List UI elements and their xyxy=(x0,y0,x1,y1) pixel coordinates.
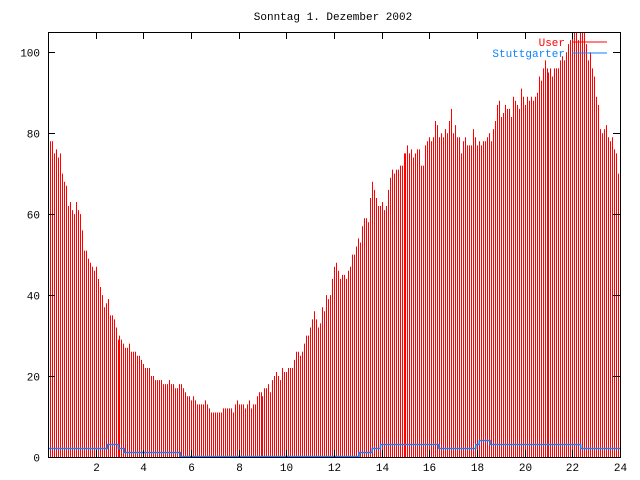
y-tick-label: 60 xyxy=(27,211,40,223)
x-tick-label: 8 xyxy=(236,463,243,475)
legend: User Stuttgarter xyxy=(492,38,607,61)
x-tick-label: 16 xyxy=(423,463,436,475)
legend-label-stuttgarter: Stuttgarter xyxy=(492,49,565,61)
y-tick-label: 100 xyxy=(20,49,40,61)
x-tick-label: 22 xyxy=(566,463,579,475)
x-tick-label: 12 xyxy=(328,463,341,475)
stuttgarter-line-group xyxy=(48,439,620,458)
y-tick-label: 20 xyxy=(27,373,40,385)
user-bars xyxy=(48,32,619,457)
y-tick-label: 40 xyxy=(27,292,40,304)
x-tick-label: 14 xyxy=(376,463,390,475)
x-tick-label: 2 xyxy=(93,463,100,475)
x-tick-label: 6 xyxy=(188,463,195,475)
legend-label-user: User xyxy=(539,38,565,50)
x-tick-label: 4 xyxy=(140,463,147,475)
x-tick-label: 24 xyxy=(614,463,628,475)
chart-title: Sonntag 1. Dezember 2002 xyxy=(254,12,412,24)
x-tick-label: 10 xyxy=(280,463,293,475)
y-tick-label: 0 xyxy=(33,454,40,466)
y-tick-label: 80 xyxy=(27,130,40,142)
x-tick-label: 20 xyxy=(519,463,532,475)
stuttgarter-line xyxy=(48,439,620,458)
x-tick-label: 18 xyxy=(471,463,484,475)
